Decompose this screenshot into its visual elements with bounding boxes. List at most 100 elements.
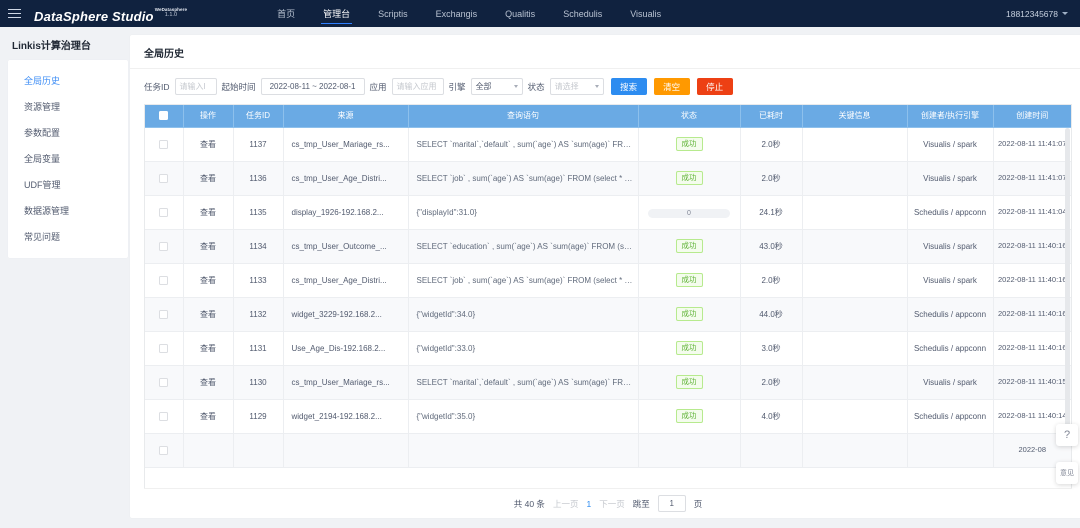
row-source: cs_tmp_User_Age_Distri... — [283, 263, 409, 298]
row-checkbox-cell[interactable] — [145, 365, 184, 400]
row-query: {"widgetId":35.0} — [408, 399, 639, 434]
row-checkbox[interactable] — [159, 173, 169, 183]
nav-item-console[interactable]: 管理台 — [321, 0, 353, 27]
user-menu[interactable]: 18812345678 — [1006, 0, 1068, 27]
row-checkbox[interactable] — [159, 207, 169, 217]
row-checkbox[interactable] — [159, 139, 169, 149]
row-duration — [740, 433, 803, 468]
row-query: SELECT `marital`,`default` , sum(`age`) … — [408, 127, 639, 162]
row-action-cell[interactable]: 查看 — [183, 297, 234, 332]
view-link[interactable]: 查看 — [200, 377, 216, 387]
user-phone-label: 18812345678 — [1005, 8, 1058, 19]
sidebar-item-udf-management[interactable]: UDF管理 — [24, 180, 61, 190]
row-key-info — [802, 127, 908, 162]
nav-item-exchangis[interactable]: Exchangis — [435, 8, 478, 19]
select-all-checkbox[interactable] — [159, 111, 169, 121]
sidebar: Linkis计算治理台 全局历史 资源管理 参数配置 全局变量 UDF管理 数据… — [0, 27, 128, 528]
pagination-prev-button[interactable]: 上一页 — [552, 498, 579, 509]
row-status: 成功 — [638, 229, 741, 264]
view-link[interactable]: 查看 — [200, 275, 216, 285]
feedback-icon[interactable]: 意见 — [1056, 462, 1078, 484]
row-checkbox[interactable] — [159, 241, 169, 251]
help-icon[interactable]: ? — [1056, 424, 1078, 446]
table-vertical-scrollbar[interactable] — [1065, 128, 1070, 438]
pagination-jump-input[interactable]: 1 — [657, 495, 686, 512]
page-title: 全局历史 — [130, 35, 1080, 69]
status-select[interactable]: 请选择 — [549, 78, 604, 95]
row-checkbox-cell[interactable] — [145, 263, 184, 298]
row-checkbox-cell[interactable] — [145, 433, 184, 468]
sidebar-item-global-variables[interactable]: 全局变量 — [24, 154, 61, 164]
row-created-time: 2022-08-11 11:40:16 — [993, 297, 1071, 332]
sidebar-item-parameter-config[interactable]: 参数配置 — [24, 128, 61, 138]
search-button[interactable]: 搜索 — [610, 78, 647, 95]
view-link[interactable]: 查看 — [200, 241, 216, 251]
row-action-cell[interactable]: 查看 — [183, 195, 234, 230]
row-checkbox-cell[interactable] — [145, 297, 184, 332]
row-action-cell[interactable]: 查看 — [183, 331, 234, 366]
row-checkbox-cell[interactable] — [145, 399, 184, 434]
row-creator-engine: Visualis / spark — [907, 161, 994, 196]
row-checkbox[interactable] — [159, 445, 169, 455]
column-query: 查询语句 — [408, 105, 639, 128]
row-created-time: 2022-08-11 11:41:07 — [993, 127, 1071, 162]
row-action-cell[interactable] — [183, 433, 234, 468]
nav-item-schedulis[interactable]: Schedulis — [563, 8, 603, 19]
row-action-cell[interactable]: 查看 — [183, 229, 234, 264]
row-action-cell[interactable]: 查看 — [183, 399, 234, 434]
row-status — [638, 433, 741, 468]
date-range-picker[interactable]: 2022-08-11 ~ 2022-08-1 — [260, 78, 365, 95]
nav-item-scriptis[interactable]: Scriptis — [378, 8, 408, 19]
sidebar-item-faq[interactable]: 常见问题 — [24, 232, 61, 242]
row-action-cell[interactable]: 查看 — [183, 365, 234, 400]
row-action-cell[interactable]: 查看 — [183, 161, 234, 196]
sidebar-item-global-history[interactable]: 全局历史 — [24, 76, 61, 86]
view-link[interactable]: 查看 — [200, 343, 216, 353]
task-id-input[interactable]: 请输入I — [174, 78, 217, 95]
view-link[interactable]: 查看 — [200, 207, 216, 217]
row-action-cell[interactable]: 查看 — [183, 127, 234, 162]
row-key-info — [802, 161, 908, 196]
row-checkbox-cell[interactable] — [145, 331, 184, 366]
row-status: 成功 — [638, 399, 741, 434]
view-link[interactable]: 查看 — [200, 411, 216, 421]
row-checkbox[interactable] — [159, 377, 169, 387]
pagination-next-button[interactable]: 下一页 — [599, 498, 625, 509]
row-duration: 2.0秒 — [740, 161, 803, 196]
app-label: 应用 — [369, 81, 387, 92]
pagination-page-1[interactable]: 1 — [586, 498, 592, 509]
row-task-id: 1137 — [233, 127, 284, 162]
row-checkbox[interactable] — [159, 343, 169, 353]
engine-label: 引擎 — [448, 81, 466, 92]
chevron-down-icon — [1062, 12, 1068, 15]
view-link[interactable]: 查看 — [200, 139, 216, 149]
column-action: 操作 — [183, 105, 234, 128]
app-input[interactable]: 请输入应用 — [391, 78, 444, 95]
engine-select[interactable]: 全部 — [470, 78, 523, 95]
sidebar-item-resource-management[interactable]: 资源管理 — [24, 102, 61, 112]
sidebar-item-datasource-management[interactable]: 数据源管理 — [24, 206, 70, 216]
row-task-id: 1132 — [233, 297, 284, 332]
nav-item-qualitis[interactable]: Qualitis — [505, 8, 536, 19]
nav-item-home[interactable]: 首页 — [277, 9, 296, 19]
clear-button[interactable]: 清空 — [653, 78, 690, 95]
row-created-time: 2022-08-11 11:40:16 — [993, 331, 1071, 366]
nav-item-visualis[interactable]: Visualis — [630, 8, 662, 19]
row-action-cell[interactable]: 查看 — [183, 263, 234, 298]
row-checkbox[interactable] — [159, 411, 169, 421]
row-checkbox-cell[interactable] — [145, 161, 184, 196]
hamburger-menu-icon[interactable] — [0, 0, 28, 27]
row-checkbox-cell[interactable] — [145, 229, 184, 264]
row-source: cs_tmp_User_Age_Distri... — [283, 161, 409, 196]
row-checkbox-cell[interactable] — [145, 127, 184, 162]
stop-button[interactable]: 停止 — [696, 78, 733, 95]
app-logo[interactable]: DataSphere Studio WeDatasphere 1.1.0 — [34, 4, 187, 24]
row-query: {"widgetId":33.0} — [408, 331, 639, 366]
row-checkbox[interactable] — [159, 309, 169, 319]
row-checkbox-cell[interactable] — [145, 195, 184, 230]
select-all-header[interactable] — [145, 105, 184, 128]
table-row: 查看 1133 cs_tmp_User_Age_Distri... SELECT `j… — [145, 263, 1071, 298]
view-link[interactable]: 查看 — [200, 173, 216, 183]
row-checkbox[interactable] — [159, 275, 169, 285]
view-link[interactable]: 查看 — [200, 309, 216, 319]
